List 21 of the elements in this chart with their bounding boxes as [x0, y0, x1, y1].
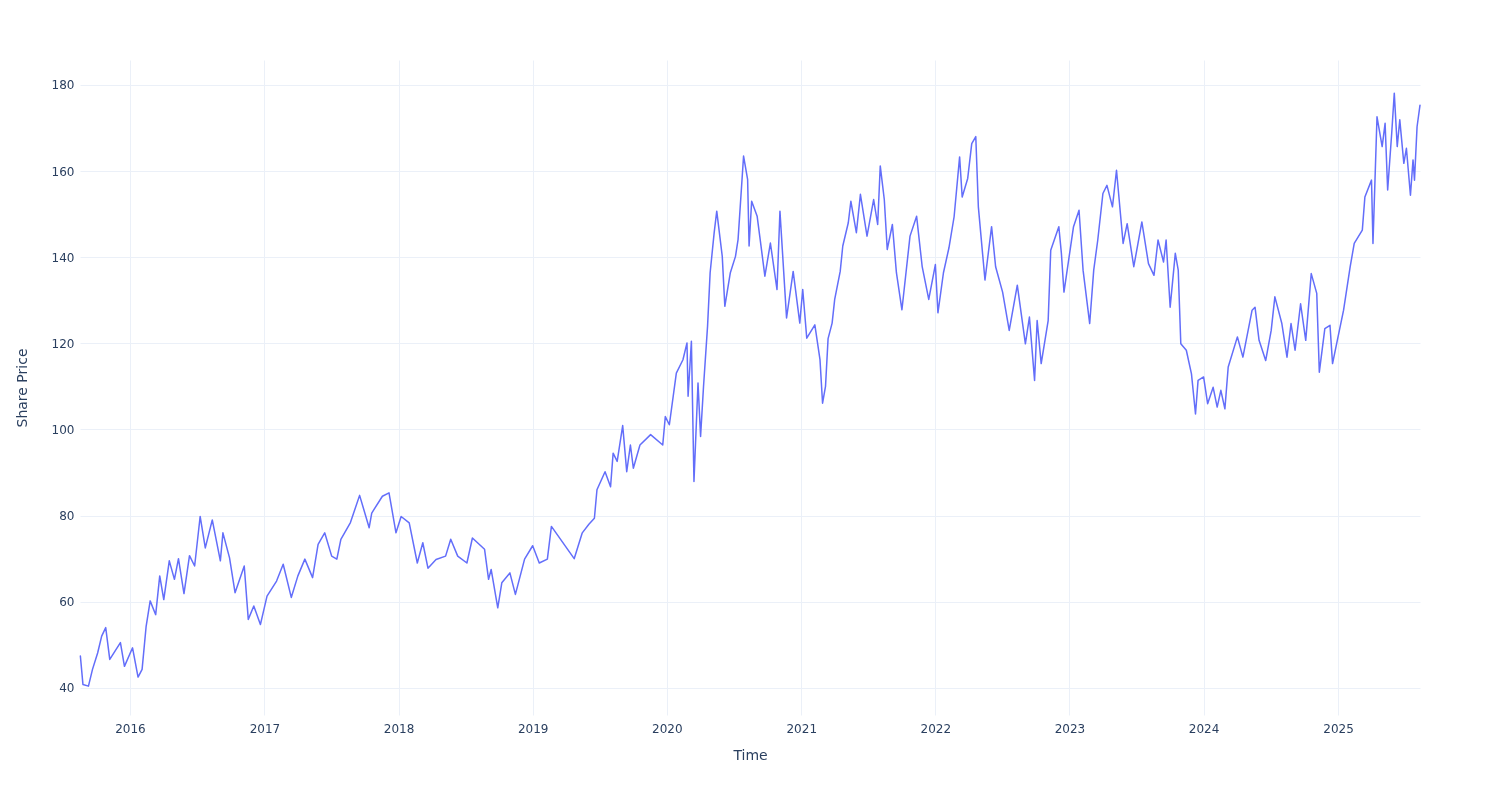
y-tick-label: 40 — [59, 681, 75, 696]
line-series — [79, 92, 1421, 687]
y-tick-label: 140 — [51, 250, 75, 265]
x-tick-label: 2016 — [115, 721, 146, 736]
y-tick-label: 60 — [59, 595, 75, 610]
x-tick-label: 2025 — [1323, 721, 1354, 736]
x-tick-label: 2024 — [1188, 721, 1220, 736]
x-tick-label: 2018 — [383, 721, 415, 736]
y-tick-label: 160 — [51, 164, 75, 179]
y-tick-label: 80 — [59, 509, 75, 524]
x-tick-label: 2020 — [652, 721, 683, 736]
x-axis-title: Time — [732, 746, 768, 763]
x-tick-label: 2022 — [920, 721, 952, 736]
x-tick-label: 2021 — [786, 721, 818, 736]
y-tick-label: 120 — [51, 336, 75, 351]
y-axis-title: Share Price — [13, 348, 30, 428]
y-tick-label: 180 — [51, 78, 75, 93]
y-tick-label: 100 — [51, 422, 75, 437]
x-tick-label: 2023 — [1054, 721, 1086, 736]
x-tick-label: 2017 — [249, 721, 281, 736]
x-tick-label: 2019 — [517, 721, 549, 736]
